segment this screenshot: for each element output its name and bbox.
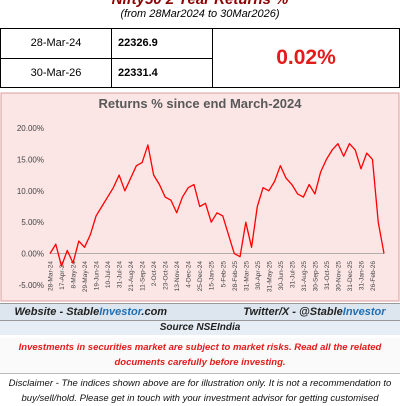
start-date: 28-Mar-24: [0, 28, 112, 59]
disclaimer: Disclaimer - The indices shown above are…: [0, 373, 400, 406]
title: Nifty50 2 Year Returns %: [0, 0, 400, 8]
x-tick-label: 29-May-24: [82, 261, 89, 292]
x-tick-label: 31-Mar-25: [243, 261, 250, 291]
x-tick-label: 4-Dec-24: [186, 261, 193, 288]
x-tick-label: 2-Oct-24: [151, 261, 158, 287]
summary-table: 28-Mar-24 22326.9 0.02% 30-Mar-26 22331.…: [0, 28, 400, 88]
y-tick-label: 20.00%: [17, 124, 44, 133]
x-tick-label: 17-Apr-24: [59, 261, 66, 290]
end-value: 22331.4: [111, 57, 213, 88]
end-date: 30-Mar-26: [0, 57, 112, 88]
website: Website - StableInvestor.com: [14, 306, 167, 318]
source: Source NSEIndia: [0, 321, 400, 335]
x-tick-label: 30-Nov-25: [335, 261, 342, 292]
chart-title: Returns % since end March-2024: [98, 96, 302, 111]
chart: Returns % since end March-2024 -5.00% 0.0…: [0, 92, 400, 302]
x-tick-label: 31-May-25: [266, 261, 273, 292]
chart-background: [0, 92, 400, 302]
x-tick-label: 11-Sep-24: [140, 261, 147, 291]
x-tick-label: 19-Jun-24: [94, 261, 101, 291]
x-tick-label: 26-Feb-26: [370, 261, 377, 291]
x-tick-label: 30-Jun-25: [278, 261, 285, 291]
twitter-part: Investor: [342, 306, 386, 318]
x-tick-label: 8-May-24: [71, 261, 78, 289]
x-tick-label: 30-Sep-25: [312, 261, 319, 292]
twitter-part: Twitter/X - @Stable: [243, 306, 343, 318]
website-part: Website - Stable: [14, 306, 100, 318]
website-part: .com: [141, 306, 168, 318]
start-value: 22326.9: [111, 28, 213, 59]
website-part: Investor: [99, 306, 142, 318]
x-tick-label: 23-Oct-24: [163, 261, 170, 290]
line: [49, 143, 385, 267]
x-tick-label: 31-Jul-24: [117, 261, 124, 288]
y-tick-label: 10.00%: [17, 187, 44, 196]
x-tick-label: 5-Feb-25: [220, 261, 227, 288]
twitter: Twitter/X - @StableInvestor: [243, 306, 385, 318]
y-tick-label: 15.00%: [17, 155, 44, 164]
x-tick-label: 13-Nov-24: [174, 261, 181, 292]
return: 0.02%: [212, 28, 400, 88]
x-tick-label: 10-Jul-24: [105, 261, 112, 288]
x-tick-label: 30-Apr-25: [255, 261, 262, 290]
y-tick-label: -5.00%: [19, 281, 44, 290]
x-tick-label: 31-Jul-25: [289, 261, 296, 288]
subtitle: (from 28Mar2024 to 30Mar2026): [120, 8, 280, 20]
y-tick-label: 0.00%: [21, 250, 44, 259]
x-tick-label: 15-Jan-25: [209, 261, 216, 291]
x-tick-label: 28-Feb-25: [232, 261, 239, 291]
x-tick-label: 31-Oct-25: [324, 261, 331, 290]
website-bar: Website - StableInvestor.com Twitter/X -…: [0, 303, 400, 321]
x-tick-label: 28-Mar-24: [48, 261, 55, 291]
x-tick-label: 31-Jan-26: [358, 261, 365, 291]
x-tick-label: 21-Aug-24: [128, 261, 135, 292]
x-tick-label: 31-Aug-25: [301, 261, 308, 292]
x-tick-label: 25-Dec-24: [197, 261, 204, 292]
y-tick-label: 5.00%: [21, 218, 44, 227]
warning: Investments in securities market are sub…: [0, 338, 400, 374]
x-tick-label: 31-Dec-25: [347, 261, 354, 292]
